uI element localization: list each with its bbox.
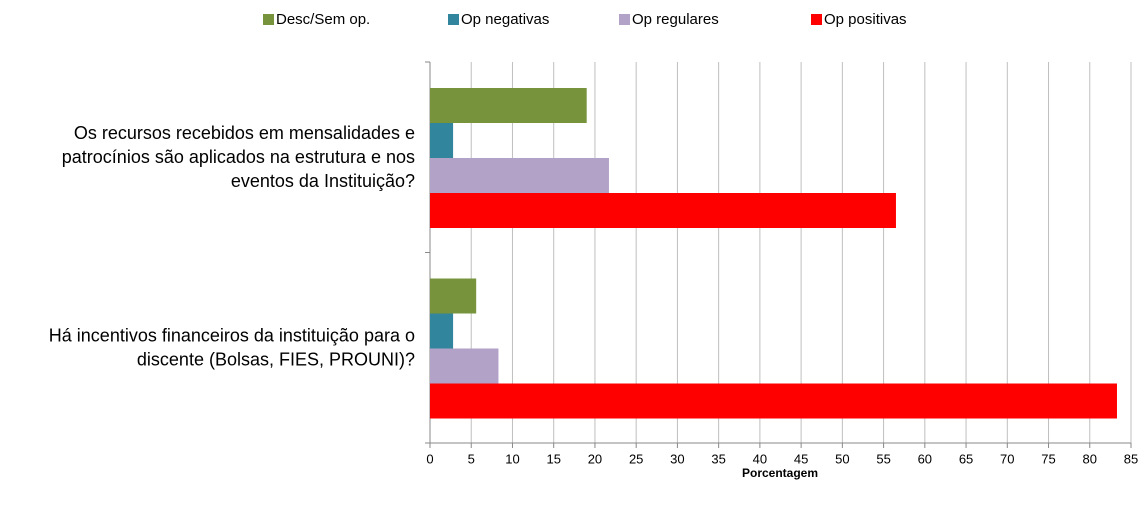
x-tick-label: 85 xyxy=(1124,451,1138,466)
bar xyxy=(430,313,454,349)
x-tick-label: 25 xyxy=(629,451,643,466)
x-tick-label: 40 xyxy=(753,451,767,466)
x-tick-label: 80 xyxy=(1083,451,1097,466)
bar xyxy=(430,348,499,384)
legend-label: Op regulares xyxy=(632,11,719,28)
bar xyxy=(430,278,477,314)
x-tick-label: 55 xyxy=(876,451,890,466)
legend-label: Op negativas xyxy=(461,11,549,28)
x-tick-label: 50 xyxy=(835,451,849,466)
x-tick-label: 10 xyxy=(505,451,519,466)
x-tick-label: 0 xyxy=(426,451,433,466)
x-tick-label: 60 xyxy=(918,451,932,466)
x-tick-label: 65 xyxy=(959,451,973,466)
x-tick-label: 20 xyxy=(588,451,602,466)
bar xyxy=(430,193,896,228)
x-tick-label: 75 xyxy=(1041,451,1055,466)
bar xyxy=(430,123,454,158)
legend-swatch xyxy=(448,14,459,25)
bar xyxy=(430,383,1117,419)
x-tick-label: 70 xyxy=(1000,451,1014,466)
x-axis-title: Porcentagem xyxy=(742,466,818,480)
legend-label: Desc/Sem op. xyxy=(276,11,370,28)
x-tick-label: 30 xyxy=(670,451,684,466)
legend-label: Op positivas xyxy=(824,11,907,28)
x-tick-label: 45 xyxy=(794,451,808,466)
legend-swatch xyxy=(263,14,274,25)
x-tick-label: 15 xyxy=(546,451,560,466)
bar xyxy=(430,158,609,193)
x-tick-label: 35 xyxy=(711,451,725,466)
legend-item: Op positivas xyxy=(811,11,907,28)
legend-item: Op negativas xyxy=(448,11,549,28)
bar xyxy=(430,88,587,123)
legend-swatch xyxy=(811,14,822,25)
x-tick-label: 5 xyxy=(468,451,475,466)
category-label: Há incentivos financeiros da instituição… xyxy=(49,325,415,369)
legend-item: Op regulares xyxy=(619,11,719,28)
legend-item: Desc/Sem op. xyxy=(263,11,370,28)
legend-swatch xyxy=(619,14,630,25)
